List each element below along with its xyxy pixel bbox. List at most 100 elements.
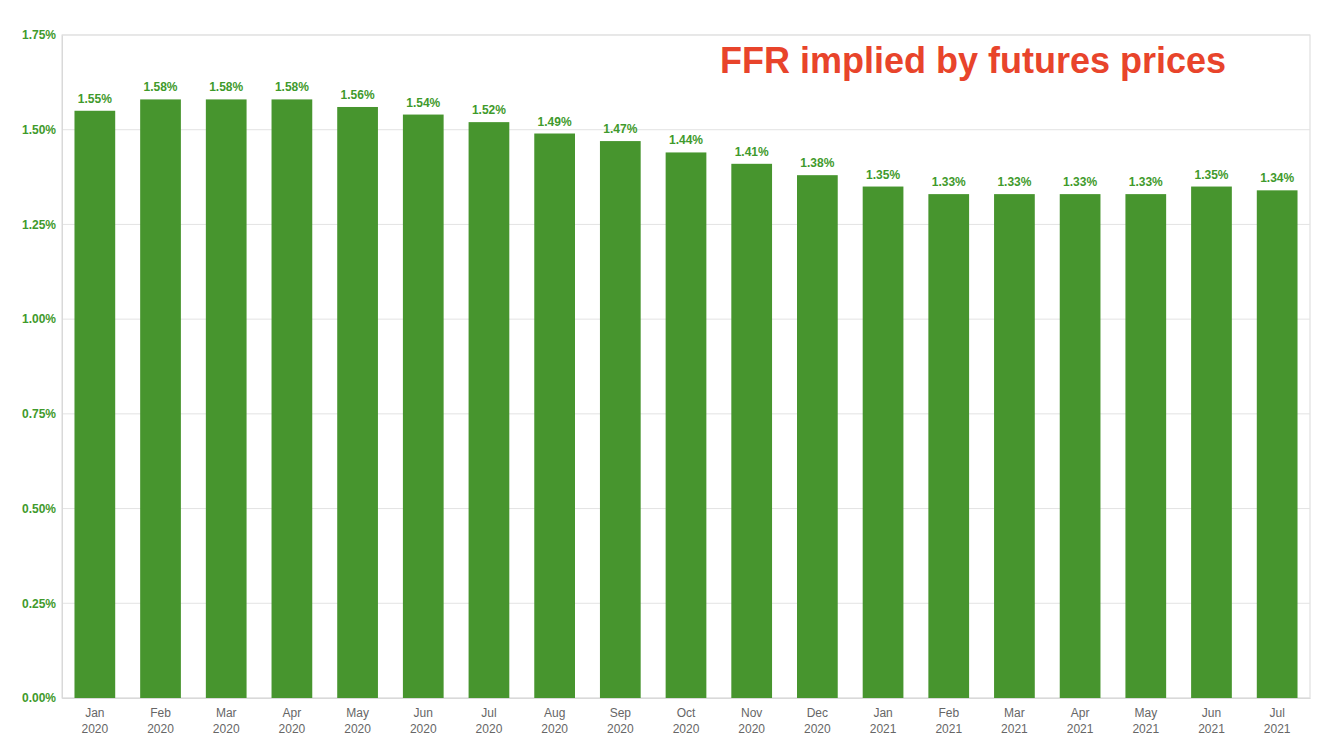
y-tick-label: 1.50%	[22, 123, 56, 137]
x-tick-label-line: Nov	[741, 706, 762, 720]
bar	[1257, 190, 1298, 698]
x-tick-label: Jul2020	[476, 706, 503, 736]
x-tick-label: Nov 2020	[738, 706, 765, 736]
x-tick-label: Feb2020	[147, 706, 174, 736]
x-tick-label: Apr 2021	[1067, 706, 1094, 736]
x-tick-label: May 2020	[344, 706, 371, 736]
bar	[1125, 194, 1166, 698]
y-tick-label: 1.75%	[22, 28, 56, 42]
x-tick-label: Feb2021	[935, 706, 962, 736]
chart: 0.00%0.25%0.50%0.75%1.00%1.25%1.50%1.75%…	[0, 0, 1332, 755]
x-tick: Feb2020	[147, 698, 174, 736]
x-tick: Apr 2021	[1067, 698, 1094, 736]
grid	[62, 35, 1310, 698]
x-tick: Mar 2021	[1001, 698, 1028, 736]
data-label: 1.56%	[341, 88, 375, 102]
x-tick-label: Jun 2020	[410, 706, 437, 736]
x-tick-label-line: 2020	[541, 722, 568, 736]
data-label: 1.58%	[275, 80, 309, 94]
y-tick: 0.50%	[22, 502, 62, 516]
x-tick-label: May2021	[1132, 706, 1159, 736]
x-tick-label-line: May	[346, 706, 369, 720]
data-labels: 1.55% 1.58% 1.58% 1.58% 1.56% 1.54% 1.52% 1.49%…	[78, 80, 1295, 189]
x-tick-label-line: 2020	[81, 722, 108, 736]
x-tick: Jul2020	[476, 698, 503, 736]
data-label: 1.33%	[1063, 175, 1097, 189]
x-tick-label-line: Jan	[85, 706, 104, 720]
bar	[994, 194, 1035, 698]
x-tick-label-line: 2020	[410, 722, 437, 736]
x-axis-line	[63, 698, 1311, 699]
x-axis: Jan2020Feb2020Mar2020Apr2020May2020Jun20…	[63, 698, 1311, 736]
grid-line	[62, 35, 1310, 36]
data-label: 1.58%	[144, 80, 178, 94]
x-tick-label-line: Apr	[1071, 706, 1090, 720]
x-tick-label: Apr2020	[279, 706, 306, 736]
x-tick-label-line: Jun	[1202, 706, 1221, 720]
data-label: 1.33%	[932, 175, 966, 189]
x-tick-label-line: 2021	[1264, 722, 1291, 736]
plot-frame	[62, 35, 1310, 698]
x-tick-label-line: 2020	[738, 722, 765, 736]
x-tick-label-line: 2020	[607, 722, 634, 736]
y-tick: 1.50%	[22, 123, 62, 137]
data-label: 1.33%	[1129, 175, 1163, 189]
x-tick: Dec2020	[804, 698, 831, 736]
data-label: 1.49%	[538, 115, 572, 129]
x-tick-label-line: Jun	[414, 706, 433, 720]
data-label: 1.34%	[1260, 171, 1294, 185]
data-label: 1.47%	[603, 122, 637, 136]
data-label: 1.54%	[406, 96, 440, 110]
x-tick-label-line: Feb	[938, 706, 959, 720]
y-tick-label: 0.00%	[22, 691, 56, 705]
x-tick: Jul 2021	[1264, 698, 1291, 736]
x-tick-label: Jan 2020	[81, 706, 108, 736]
y-tick: 1.25%	[22, 218, 62, 232]
x-tick: May2021	[1132, 698, 1159, 736]
y-axis: 0.00%0.25%0.50%0.75%1.00%1.25%1.50%1.75%	[22, 28, 63, 705]
y-tick-label: 0.75%	[22, 407, 56, 421]
x-tick-label: Dec2020	[804, 706, 831, 736]
bar	[534, 134, 575, 698]
y-tick-label: 1.00%	[22, 312, 56, 326]
x-tick-label-line: Jul	[1269, 706, 1284, 720]
x-tick: Apr2020	[279, 698, 306, 736]
x-tick-label-line: Mar	[1004, 706, 1025, 720]
bar	[1060, 194, 1101, 698]
x-tick-label-line: Apr	[283, 706, 302, 720]
x-tick-label-line: Oct	[677, 706, 696, 720]
bar	[140, 99, 181, 698]
title: FFR implied by futures prices	[720, 40, 1226, 81]
bar	[206, 99, 247, 698]
x-tick-label-line: 2021	[1001, 722, 1028, 736]
x-tick: Feb2021	[935, 698, 962, 736]
data-label: 1.58%	[209, 80, 243, 94]
x-tick-label-line: Jan	[873, 706, 892, 720]
x-tick-label: Mar 2021	[1001, 706, 1028, 736]
bar	[863, 187, 904, 698]
x-tick: Jan 2021	[870, 698, 897, 736]
x-tick-label-line: 2021	[870, 722, 897, 736]
x-tick-label-line: Dec	[807, 706, 828, 720]
x-tick-label-line: 2020	[344, 722, 371, 736]
x-tick-label-line: Sep	[610, 706, 632, 720]
data-label: 1.35%	[866, 168, 900, 182]
data-label: 1.38%	[800, 156, 834, 170]
data-label: 1.52%	[472, 103, 506, 117]
bar	[403, 115, 444, 698]
x-tick: Mar2020	[213, 698, 240, 736]
x-tick-label-line: 2020	[213, 722, 240, 736]
data-label: 1.35%	[1194, 168, 1228, 182]
x-tick-label: Oct2020	[673, 706, 700, 736]
x-tick-label-line: 2021	[1067, 722, 1094, 736]
x-tick-label: Jun 2021	[1198, 706, 1225, 736]
y-tick-label: 0.50%	[22, 502, 56, 516]
data-label: 1.55%	[78, 92, 112, 106]
y-tick-label: 1.25%	[22, 218, 56, 232]
bars	[74, 99, 1297, 698]
bar	[74, 111, 115, 698]
x-tick-label-line: 2021	[1198, 722, 1225, 736]
y-tick: 1.00%	[22, 312, 62, 326]
x-tick: Jan 2020	[81, 698, 108, 736]
x-tick-label-line: 2020	[147, 722, 174, 736]
